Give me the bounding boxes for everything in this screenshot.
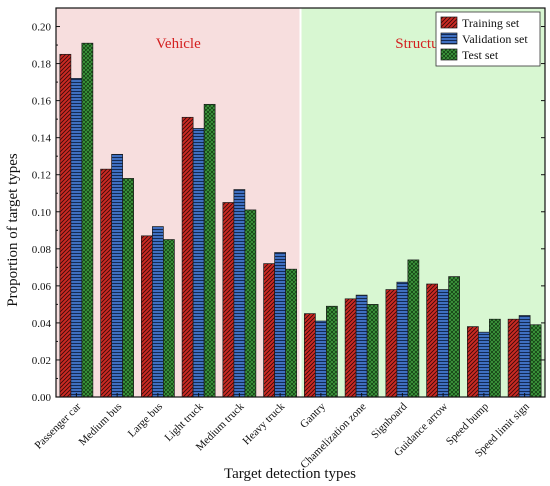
legend-swatch [440,32,458,45]
y-tick-label: 0.08 [32,244,52,256]
bar-training-set-8 [385,289,398,398]
legend: Training set Validation set Test set [435,11,541,67]
bar-validation-set-8 [396,281,409,398]
y-axis-title: Proportion of target types [5,153,21,307]
bar-training-set-3 [181,116,194,398]
x-tick-label: Passenger car [32,400,83,451]
region-vehicle [56,8,301,397]
bar-training-set-1 [100,168,112,398]
bar-validation-set-1 [111,153,123,398]
bar-test-set-11 [529,324,542,398]
bar-training-set-9 [426,283,438,398]
x-tick-label: Gantry [298,400,328,430]
bar-test-set-6 [326,305,338,398]
bar-training-set-4 [222,202,235,398]
y-tick-label: 0.04 [32,318,52,330]
bar-test-set-5 [285,268,297,398]
bars [59,42,542,398]
bar-validation-set-7 [355,294,368,398]
bar-validation-set-10 [478,331,490,398]
legend-label: Validation set [462,32,528,46]
bar-training-set-2 [141,235,153,398]
bar-validation-set-0 [70,78,83,398]
bar-validation-set-9 [437,289,449,398]
bar-test-set-8 [407,259,420,398]
bar-test-set-9 [448,276,460,398]
bar-training-set-6 [304,313,316,398]
region-label-vehicle: Vehicle [156,36,201,52]
x-tick-label: Heavy truck [241,400,288,447]
bar-training-set-0 [59,53,72,398]
y-tick-label: 0.16 [32,96,52,108]
legend-swatch [440,16,458,29]
y-tick-label: 0.12 [32,170,51,182]
y-tick-label: 0.14 [32,133,52,145]
legend-swatch [440,48,458,61]
bar-validation-set-3 [192,128,205,398]
x-tick-label: Medium bus [77,401,125,449]
bar-test-set-7 [366,304,379,398]
bar-validation-set-11 [518,315,531,398]
plot-frame [55,7,546,398]
bar-training-set-5 [263,263,275,398]
x-tick-label: Light truck [162,400,206,444]
bar-validation-set-4 [233,189,246,398]
bar-validation-set-2 [152,226,164,398]
bar-validation-set-6 [315,320,327,398]
legend-label: Training set [462,16,520,30]
bar-test-set-0 [81,42,94,398]
bar-validation-set-5 [274,252,286,398]
x-tick-label: Signboard [369,400,410,441]
bar-test-set-3 [203,103,216,398]
y-tick-label: 0.00 [32,392,52,404]
bar-test-set-2 [163,239,175,398]
bar-training-set-11 [507,318,520,398]
legend-label: Test set [462,48,499,62]
x-tick-label: Large bus [126,401,165,440]
background-regions: Vehicle Structure [56,8,545,397]
region-structure [300,8,545,397]
bar-test-set-10 [489,318,501,398]
y-tick-label: 0.20 [32,22,52,34]
y-tick-label: 0.10 [32,207,52,219]
y-tick-label: 0.02 [32,355,51,367]
y-tick-label: 0.18 [32,59,52,71]
bar-training-set-10 [467,326,479,398]
bar-test-set-1 [122,178,134,398]
bar-test-set-4 [244,209,257,398]
x-axis-title: Target detection types [224,466,356,482]
y-tick-label: 0.06 [32,281,52,293]
bar-training-set-7 [344,298,357,398]
